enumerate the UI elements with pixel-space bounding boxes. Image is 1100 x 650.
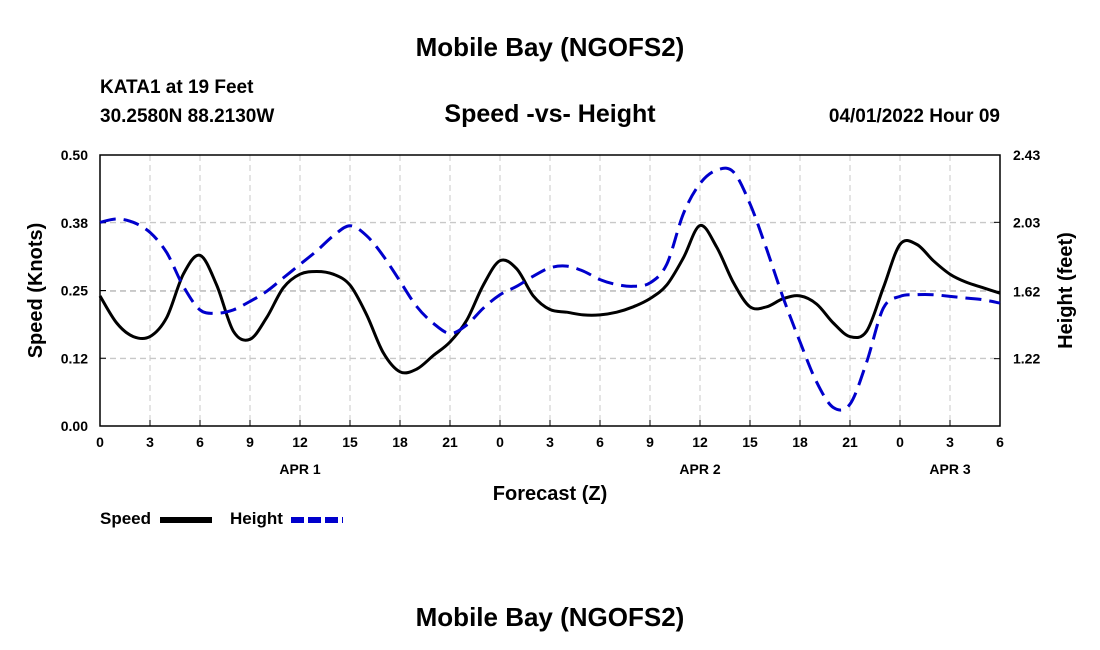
y-axis-right-label: Height (feet) bbox=[1055, 232, 1077, 349]
x-tick-label: 3 bbox=[946, 434, 954, 450]
x-tick-label: 9 bbox=[646, 434, 654, 450]
date-label: APR 3 bbox=[929, 461, 970, 477]
grid-lines bbox=[100, 155, 1000, 426]
x-tick-label: 6 bbox=[196, 434, 204, 450]
y-axis-left-label: Speed (Knots) bbox=[25, 223, 47, 359]
x-tick-label: 18 bbox=[792, 434, 808, 450]
y-left-tick-label: 0.12 bbox=[61, 350, 88, 366]
y-right-tick-label: 2.43 bbox=[1013, 147, 1040, 163]
legend-speed-label: Speed bbox=[100, 509, 152, 528]
x-tick-label: 3 bbox=[546, 434, 554, 450]
x-tick-label: 15 bbox=[742, 434, 758, 450]
x-tick-label: 6 bbox=[596, 434, 604, 450]
x-tick-label: 12 bbox=[292, 434, 308, 450]
axis-ticks: 0 3 6 9 12 15 18 21 0 3 6 9 12 15 18 21 0 3 6 0.00 0.12 0.25 0… bbox=[61, 147, 1041, 477]
x-tick-label: 0 bbox=[896, 434, 904, 450]
station-label: KATA1 at 19 Feet bbox=[100, 77, 254, 98]
chart-subtitle: Speed -vs- Height bbox=[444, 100, 656, 128]
series-line-height bbox=[99, 166, 1001, 412]
x-tick-label: 0 bbox=[96, 434, 104, 450]
x-tick-label: 9 bbox=[246, 434, 254, 450]
date-label: APR 1 bbox=[279, 461, 320, 477]
x-tick-label: 0 bbox=[496, 434, 504, 450]
x-tick-label: 6 bbox=[996, 434, 1004, 450]
station-coords: 30.2580N 88.2130W bbox=[100, 106, 275, 127]
series-lines bbox=[98, 166, 1001, 412]
legend-height-label: Height bbox=[230, 509, 283, 528]
x-tick-label: 15 bbox=[342, 434, 358, 450]
x-tick-label: 21 bbox=[842, 434, 858, 450]
y-left-tick-label: 0.38 bbox=[61, 215, 88, 231]
date-label: APR 2 bbox=[679, 461, 720, 477]
x-tick-label: 3 bbox=[146, 434, 154, 450]
x-axis-label: Forecast (Z) bbox=[493, 483, 607, 505]
x-tick-label: 12 bbox=[692, 434, 708, 450]
y-left-tick-label: 0.50 bbox=[61, 147, 88, 163]
y-left-tick-label: 0.25 bbox=[61, 283, 88, 299]
x-tick-label: 18 bbox=[392, 434, 408, 450]
y-right-tick-label: 1.62 bbox=[1013, 283, 1040, 299]
chart-title: Mobile Bay (NGOFS2) bbox=[415, 32, 685, 62]
series-line-speed bbox=[98, 223, 1001, 375]
speed-height-chart: 0 3 6 9 12 15 18 21 0 3 6 9 12 15 18 21 0 3 6 0.00 0.12 0.25 0… bbox=[25, 147, 1077, 505]
y-left-tick-label: 0.00 bbox=[61, 418, 88, 434]
legend-speed-swatch bbox=[160, 517, 212, 523]
y-right-tick-label: 2.03 bbox=[1013, 214, 1040, 230]
y-right-tick-label: 1.22 bbox=[1013, 351, 1040, 367]
forecast-datetime: 04/01/2022 Hour 09 bbox=[828, 106, 1000, 127]
x-tick-label: 21 bbox=[442, 434, 458, 450]
legend-height-swatch bbox=[291, 517, 343, 523]
footer-title: Mobile Bay (NGOFS2) bbox=[415, 602, 685, 632]
